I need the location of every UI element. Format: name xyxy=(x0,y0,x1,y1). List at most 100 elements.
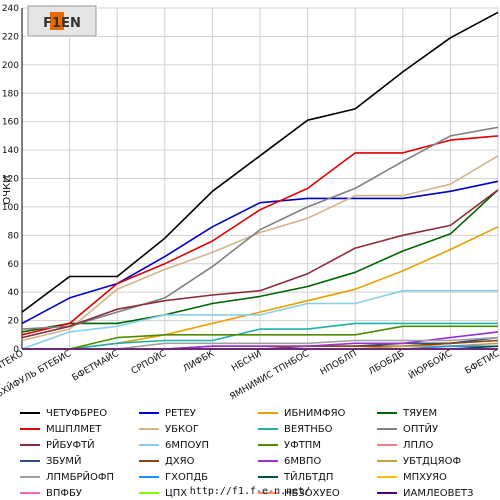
legend-label: ТЙЛБТДП xyxy=(284,471,334,483)
legend-label: ЦПХ xyxy=(165,487,188,499)
legend-swatch xyxy=(20,492,40,494)
legend-label: ЛПМБРЙОФП xyxy=(46,471,115,483)
footer-url[interactable]: http://f1.f-e-n.net/ xyxy=(189,486,311,497)
y-tick-label: 220 xyxy=(2,32,19,42)
legend-item: МПХУЯО xyxy=(377,470,496,484)
legend-label: ДХЯО xyxy=(165,455,195,467)
chart-legend: ЧЕТУФБРЕО РЕТЕУ ИБНИМФЯО ТЯУЕМ МШПЛМЕТ УБКОГ В… xyxy=(20,406,496,500)
legend-swatch xyxy=(20,428,40,430)
x-tick-label: БФЕТИС xyxy=(463,349,500,377)
legend-swatch xyxy=(20,444,40,446)
legend-item: ТЙЛБТДП xyxy=(258,470,377,484)
x-tick-label: НПОБЛП xyxy=(319,349,359,378)
legend-swatch xyxy=(258,460,278,462)
legend-item: ОПТЙУ xyxy=(377,422,496,436)
legend-item: ИАМЛЕОВЕТЗ xyxy=(377,486,496,500)
legend-swatch xyxy=(139,460,159,462)
legend-label: ИАМЛЕОВЕТЗ xyxy=(403,487,474,499)
legend-swatch xyxy=(139,428,159,430)
x-tick-label: БФЕТМАЙС xyxy=(70,347,121,383)
legend-label: ИБНИМФЯО xyxy=(284,407,346,419)
legend-swatch xyxy=(377,460,397,462)
legend-swatch xyxy=(377,444,397,446)
y-tick-label: 20 xyxy=(8,317,20,327)
series-line-8 xyxy=(21,189,499,339)
legend-label: УФТПМ xyxy=(284,439,321,451)
legend-swatch xyxy=(139,476,159,478)
y-axis-label: ОЧКИ xyxy=(2,175,13,204)
legend-label: ВЕЯТНБО xyxy=(284,423,333,435)
legend-label: РЙБУФТЙ xyxy=(46,439,95,451)
legend-item: УБТДЦЯОФ xyxy=(377,454,496,468)
legend-swatch xyxy=(20,476,40,478)
legend-item: ВПФБУ xyxy=(20,486,139,500)
legend-swatch xyxy=(377,476,397,478)
legend-label: ТЯУЕМ xyxy=(403,407,438,419)
logo-text: F1EN xyxy=(43,16,81,31)
legend-label: УБТДЦЯОФ xyxy=(403,455,462,467)
x-tick-label: ЙЮРБОЙС xyxy=(406,347,454,381)
legend-label: ЗБУМЙ xyxy=(46,455,82,467)
y-tick-label: 120 xyxy=(2,175,19,185)
site-logo: F1EN xyxy=(26,4,98,38)
legend-item: 6МВПО xyxy=(258,454,377,468)
legend-item: РЙБУФТЙ xyxy=(20,438,139,452)
y-tick-label: 180 xyxy=(2,89,19,99)
legend-label: ВПФБУ xyxy=(46,487,82,499)
legend-item: ЧЕТУФБРЕО xyxy=(20,406,139,420)
y-tick-label: 140 xyxy=(2,146,19,156)
series-line-5 xyxy=(21,155,499,342)
legend-label: МПХУЯО xyxy=(403,471,447,483)
y-tick-label: 240 xyxy=(2,4,19,14)
legend-item: ИБНИМФЯО xyxy=(258,406,377,420)
legend-swatch xyxy=(258,412,278,414)
legend-item: 6МПОУП xyxy=(139,438,258,452)
legend-label: ОПТЙУ xyxy=(403,423,439,435)
legend-swatch xyxy=(377,412,397,414)
legend-item: ГХОПДБ xyxy=(139,470,258,484)
y-tick-label: 80 xyxy=(8,231,20,241)
legend-swatch xyxy=(139,492,159,494)
legend-label: 6МПОУП xyxy=(165,439,209,451)
x-tick-label: СРПОЙС xyxy=(129,347,168,377)
legend-swatch xyxy=(258,476,278,478)
y-tick-label: 160 xyxy=(2,118,19,128)
legend-swatch xyxy=(139,444,159,446)
series-line-1 xyxy=(21,180,499,325)
legend-swatch xyxy=(258,428,278,430)
legend-swatch xyxy=(377,492,397,494)
legend-item: РЕТЕУ xyxy=(139,406,258,420)
grid xyxy=(21,7,499,350)
y-tick-label: 0 xyxy=(13,345,19,355)
x-tick-label: ЯМНИМИС ТПНБОС xyxy=(228,349,311,400)
y-tick-label: 100 xyxy=(2,203,19,213)
legend-item: МШПЛМЕТ xyxy=(20,422,139,436)
y-tick-label: 40 xyxy=(8,288,20,298)
legend-item: ТЯУЕМ xyxy=(377,406,496,420)
series-line-9 xyxy=(21,289,498,350)
series-line-0 xyxy=(21,11,499,313)
legend-item: ЗБУМЙ xyxy=(20,454,139,468)
series-line-6 xyxy=(22,322,498,350)
series-line-7 xyxy=(21,126,499,330)
legend-item: ДХЯО xyxy=(139,454,258,468)
legend-item: НБЗОХУЕО xyxy=(258,486,377,500)
legend-swatch xyxy=(139,412,159,414)
line-chart: 020406080100120140160180200220240ВВИТЕКО… xyxy=(0,4,500,400)
legend-item: ЦПХ xyxy=(139,486,258,500)
y-tick-label: 200 xyxy=(2,61,19,71)
x-tick-label: ЛИФБК xyxy=(182,349,217,375)
legend-item: ВЕЯТНБО xyxy=(258,422,377,436)
legend-swatch xyxy=(377,428,397,430)
series-line-3 xyxy=(21,189,499,333)
legend-label: ЧЕТУФБРЕО xyxy=(46,407,108,419)
series-line-4 xyxy=(21,135,499,336)
legend-label: РЕТЕУ xyxy=(165,407,196,419)
x-tick-label: ЛБОБДБ xyxy=(367,349,406,377)
legend-item: УБКОГ xyxy=(139,422,258,436)
legend-label: ГХОПДБ xyxy=(165,471,209,483)
legend-item: ЛПЛО xyxy=(377,438,496,452)
legend-label: МШПЛМЕТ xyxy=(46,423,102,435)
series-line-10 xyxy=(22,325,498,350)
legend-label: НБЗОХУЕО xyxy=(284,487,340,499)
